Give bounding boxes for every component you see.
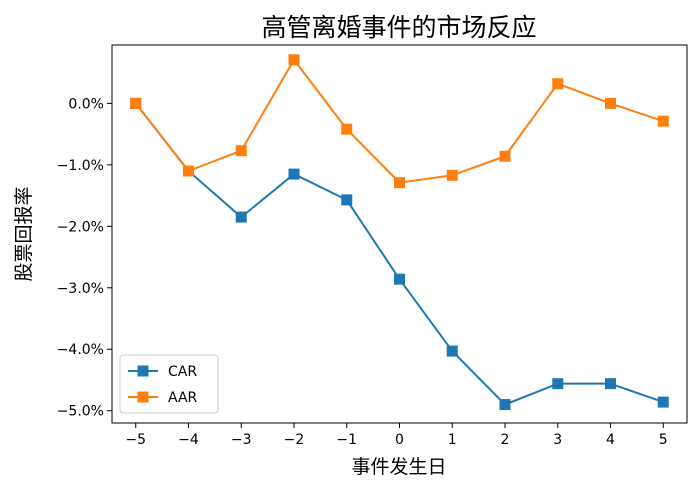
x-tick-label: −1	[336, 432, 357, 448]
y-axis-label: 股票回报率	[13, 186, 35, 281]
data-point-aar	[605, 97, 617, 109]
series-line-aar	[134, 58, 664, 184]
x-tick-label: −3	[231, 432, 252, 448]
x-axis-ticks: −5 −4 −3 −2 −1 0 1 2 3 4 5	[125, 423, 668, 448]
x-tick-label: 0	[395, 432, 404, 448]
data-point-aar	[446, 169, 458, 181]
y-tick-label: −4.0%	[57, 342, 104, 358]
legend-label-car: CAR	[168, 364, 197, 380]
x-axis-label: 事件发生日	[351, 456, 446, 478]
data-point-aar	[130, 97, 142, 109]
legend-marker-car	[137, 365, 149, 377]
x-tick-label: 5	[659, 432, 668, 448]
data-point-aar	[235, 145, 247, 157]
y-axis-ticks: 0.0% −1.0% −2.0% −3.0% −4.0% −5.0%	[57, 96, 112, 420]
x-tick-label: 1	[448, 432, 457, 448]
data-point-car	[446, 345, 458, 357]
data-point-aar	[552, 78, 564, 90]
x-tick-label: −2	[284, 432, 305, 448]
data-point-car	[341, 194, 353, 206]
plot-content	[130, 54, 669, 411]
data-point-car	[657, 396, 669, 408]
legend: CAR AAR	[119, 354, 219, 414]
data-point-aar	[657, 115, 669, 127]
x-tick-label: 3	[553, 432, 562, 448]
data-point-car	[499, 399, 511, 411]
x-tick-label: −5	[125, 432, 146, 448]
data-point-aar	[394, 177, 405, 189]
chart-title: 高管离婚事件的市场反应	[261, 13, 536, 42]
data-point-car	[288, 168, 300, 180]
data-point-aar	[288, 54, 300, 66]
data-point-car	[235, 211, 247, 223]
y-tick-label: −1.0%	[57, 158, 104, 174]
data-point-car	[394, 273, 405, 285]
x-tick-label: −4	[178, 432, 199, 448]
y-tick-label: −3.0%	[57, 281, 104, 297]
data-point-car	[605, 378, 617, 390]
data-point-car	[552, 378, 564, 390]
x-tick-label: 2	[501, 432, 510, 448]
data-point-aar	[499, 150, 511, 162]
legend-marker-aar	[137, 391, 149, 403]
y-tick-label: −5.0%	[57, 404, 104, 420]
legend-label-aar: AAR	[168, 390, 198, 406]
data-point-aar	[182, 165, 194, 177]
data-point-aar	[341, 123, 353, 135]
y-tick-label: −2.0%	[57, 219, 104, 235]
y-tick-label: 0.0%	[68, 96, 104, 112]
x-tick-label: 4	[606, 432, 615, 448]
